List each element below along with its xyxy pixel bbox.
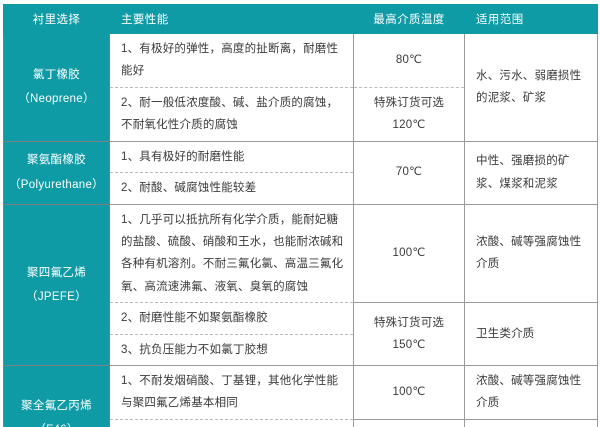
lining-name-cn: 氯丁橡胶 (32, 69, 81, 82)
temperature-value: 100℃ (392, 386, 426, 399)
table-row: 3、抗负压能力不如氯丁胶想 (4, 333, 598, 367)
scope-cell: 卫生类介质 (464, 418, 598, 427)
lining-cell-polyurethane: 聚氨酯橡胶 （Polyurethane） (3, 140, 110, 205)
table-row: 氯丁橡胶 （Neoprene） 1、有极好的弹性，高度的扯断离，耐磨性能好 80… (3, 33, 598, 142)
lining-name-en: （Polyurethane） (9, 178, 104, 191)
lining-cell-f46: 聚全氟乙丙烯 （F46） (3, 365, 110, 427)
temperature-note: 特殊订货可选 (358, 423, 460, 427)
temperature-value: 80℃ (395, 54, 423, 67)
scope-cell: 中性、强磨损的矿浆、煤浆和泥浆 (464, 140, 598, 205)
performance-cell: 1、具有极好的耐磨性能 (109, 140, 354, 174)
performance-cell: 2、耐酸、碱腐蚀性能较差 (109, 172, 354, 205)
table-row: 聚四氟乙烯 （JPEFE） 1、几乎可以抵抗所有化学介质，能耐妃糖的盐酸、硫酸、… (3, 203, 598, 367)
performance-cell: 2、耐磨性能不如聚氨酯橡胶 (109, 302, 354, 335)
scope-cell: 卫生类介质 (464, 302, 598, 367)
temperature-cell: 特殊订货可选 120℃ (353, 86, 465, 142)
table-row: 聚全氟乙丙烯 （F46） 1、不耐发烟硝酸、丁基锂，其他化学性能与聚四氟乙烯基本… (3, 365, 598, 427)
temperature-cell: 特殊订货可选 150℃ (353, 418, 465, 427)
temperature-value: 70℃ (395, 166, 423, 179)
temperature-cell: 100℃ (353, 365, 465, 420)
table-row: 2、抗负压能力高于聚四氟乙烯 特殊订货可选 150℃ 卫生类介质 (4, 418, 598, 427)
temperature-cell: 特殊订货可选 150℃ (353, 302, 465, 367)
temperature-note: 特殊订货可选 (373, 316, 445, 329)
table-header: 衬里选择 主要性能 最高介质温度 适用范围 (3, 4, 598, 34)
lining-name-en: （Neoprene） (18, 93, 95, 106)
column-header-scope: 适用范围 (464, 4, 598, 34)
table-row: 2、耐磨性能不如聚氨酯橡胶 特殊订货可选 150℃ 卫生类介质 (4, 302, 598, 367)
temperature-cell: 100℃ (353, 203, 465, 304)
temperature-value: 120℃ (392, 119, 426, 132)
lining-name-cn: 聚全氟乙丙烯 (21, 400, 92, 413)
lining-name-cn: 聚四氟乙烯 (27, 266, 86, 279)
scope-cell: 浓酸、碱等强腐蚀性介质 (464, 203, 598, 304)
performance-cell: 1、有极好的弹性，高度的扯断离，耐磨性能好 (109, 33, 354, 88)
lining-selection-table: 衬里选择 主要性能 最高介质温度 适用范围 氯丁橡胶 （Neoprene） 1、… (3, 4, 598, 427)
table-row: 2、耐一般低浓度酸、碱、盐介质的腐蚀，不耐氧化性介质的腐蚀 特殊订货可选 120… (4, 86, 598, 142)
lining-name-en: （F46） (4, 418, 109, 427)
performance-cell: 1、不耐发烟硝酸、丁基锂，其他化学性能与聚四氟乙烯基本相同 (109, 365, 354, 420)
performance-cell: 2、抗负压能力高于聚四氟乙烯 (109, 418, 354, 427)
table-body: 氯丁橡胶 （Neoprene） 1、有极好的弹性，高度的扯断离，耐磨性能好 80… (3, 33, 598, 427)
scope-cell: 水、污水、弱磨损性的泥浆、矿浆 (464, 33, 598, 142)
lining-cell-ptfe: 聚四氟乙烯 （JPEFE） (3, 203, 110, 367)
lining-cell-neoprene: 氯丁橡胶 （Neoprene） (3, 33, 110, 142)
table-row: 2、耐酸、碱腐蚀性能较差 (4, 172, 598, 205)
column-header-lining: 衬里选择 (3, 4, 110, 34)
performance-cell: 3、抗负压能力不如氯丁胶想 (109, 333, 354, 367)
temperature-cell: 70℃ (353, 140, 465, 205)
column-header-performance: 主要性能 (109, 4, 354, 34)
lining-name-en: （JPEFE） (26, 290, 87, 303)
table-row: 聚氨酯橡胶 （Polyurethane） 1、具有极好的耐磨性能 70℃ 中性、… (3, 140, 598, 205)
lining-name-cn: 聚氨酯橡胶 (27, 154, 86, 167)
performance-cell: 2、耐一般低浓度酸、碱、盐介质的腐蚀，不耐氧化性介质的腐蚀 (109, 86, 354, 142)
scope-cell: 浓酸、碱等强腐蚀性介质 (464, 365, 598, 420)
temperature-cell: 80℃ (353, 33, 465, 88)
performance-cell: 1、几乎可以抵抗所有化学介质，能耐妃糖的盐酸、硫酸、硝酸和王水，也能耐浓碱和各种… (109, 203, 354, 304)
header-row: 衬里选择 主要性能 最高介质温度 适用范围 (3, 4, 598, 34)
column-header-max-temp: 最高介质温度 (353, 4, 465, 34)
temperature-note: 特殊订货可选 (373, 96, 445, 109)
temperature-value: 150℃ (392, 339, 426, 352)
temperature-value: 100℃ (392, 247, 426, 260)
